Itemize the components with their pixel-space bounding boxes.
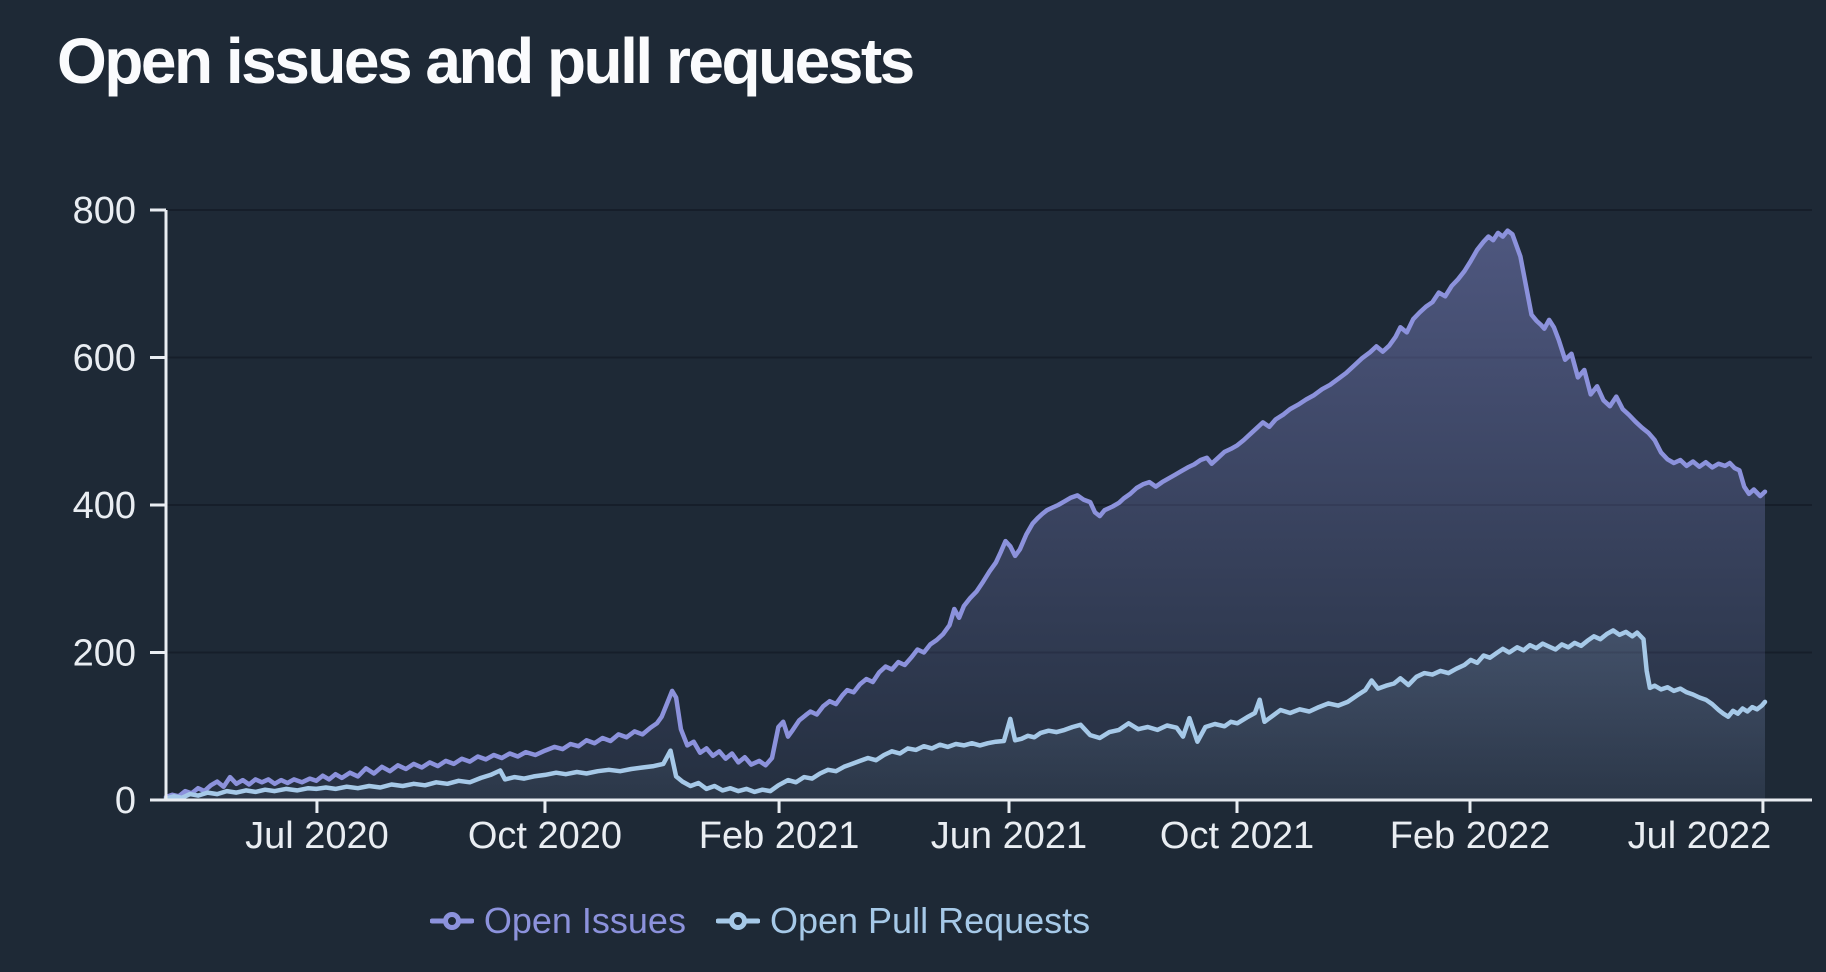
- y-axis-label-400: 400: [73, 485, 136, 527]
- legend-label: Open Issues: [483, 900, 686, 941]
- open-issues-area[interactable]: [166, 230, 1765, 801]
- legend: Open Issues Open Pull Requests: [0, 900, 1520, 942]
- y-axis-label-200: 200: [73, 633, 136, 675]
- x-axis-label-feb-2022: Feb 2022: [1390, 815, 1551, 857]
- legend-item-open-pull-requests[interactable]: Open Pull Requests: [715, 900, 1091, 942]
- open-pull-requests-line[interactable]: [163, 628, 1768, 801]
- x-axis-label-jul-2022: Jul 2022: [1628, 815, 1772, 857]
- open-issues-legend-marker-icon: [429, 912, 474, 930]
- x-axis-label-feb-2021: Feb 2021: [699, 815, 860, 857]
- y-axis-label-600: 600: [73, 338, 136, 380]
- page-title: Open issues and pull requests: [57, 25, 915, 97]
- open-pull-requests-area[interactable]: [166, 630, 1765, 800]
- x-axis-label-oct-2021: Oct 2021: [1160, 815, 1314, 857]
- open-issues-line[interactable]: [163, 228, 1768, 800]
- legend-label: Open Pull Requests: [769, 900, 1091, 941]
- x-axis-label-jun-2021: Jun 2021: [931, 815, 1087, 857]
- x-axis-label-oct-2020: Oct 2020: [468, 815, 622, 857]
- y-axis-label-800: 800: [73, 190, 136, 232]
- y-axis-label-0: 0: [115, 780, 136, 822]
- legend-item-open-issues[interactable]: Open Issues: [429, 900, 686, 942]
- open-pull-requests-legend-marker-icon: [715, 912, 760, 930]
- x-axis-label-jul-2020: Jul 2020: [245, 815, 389, 857]
